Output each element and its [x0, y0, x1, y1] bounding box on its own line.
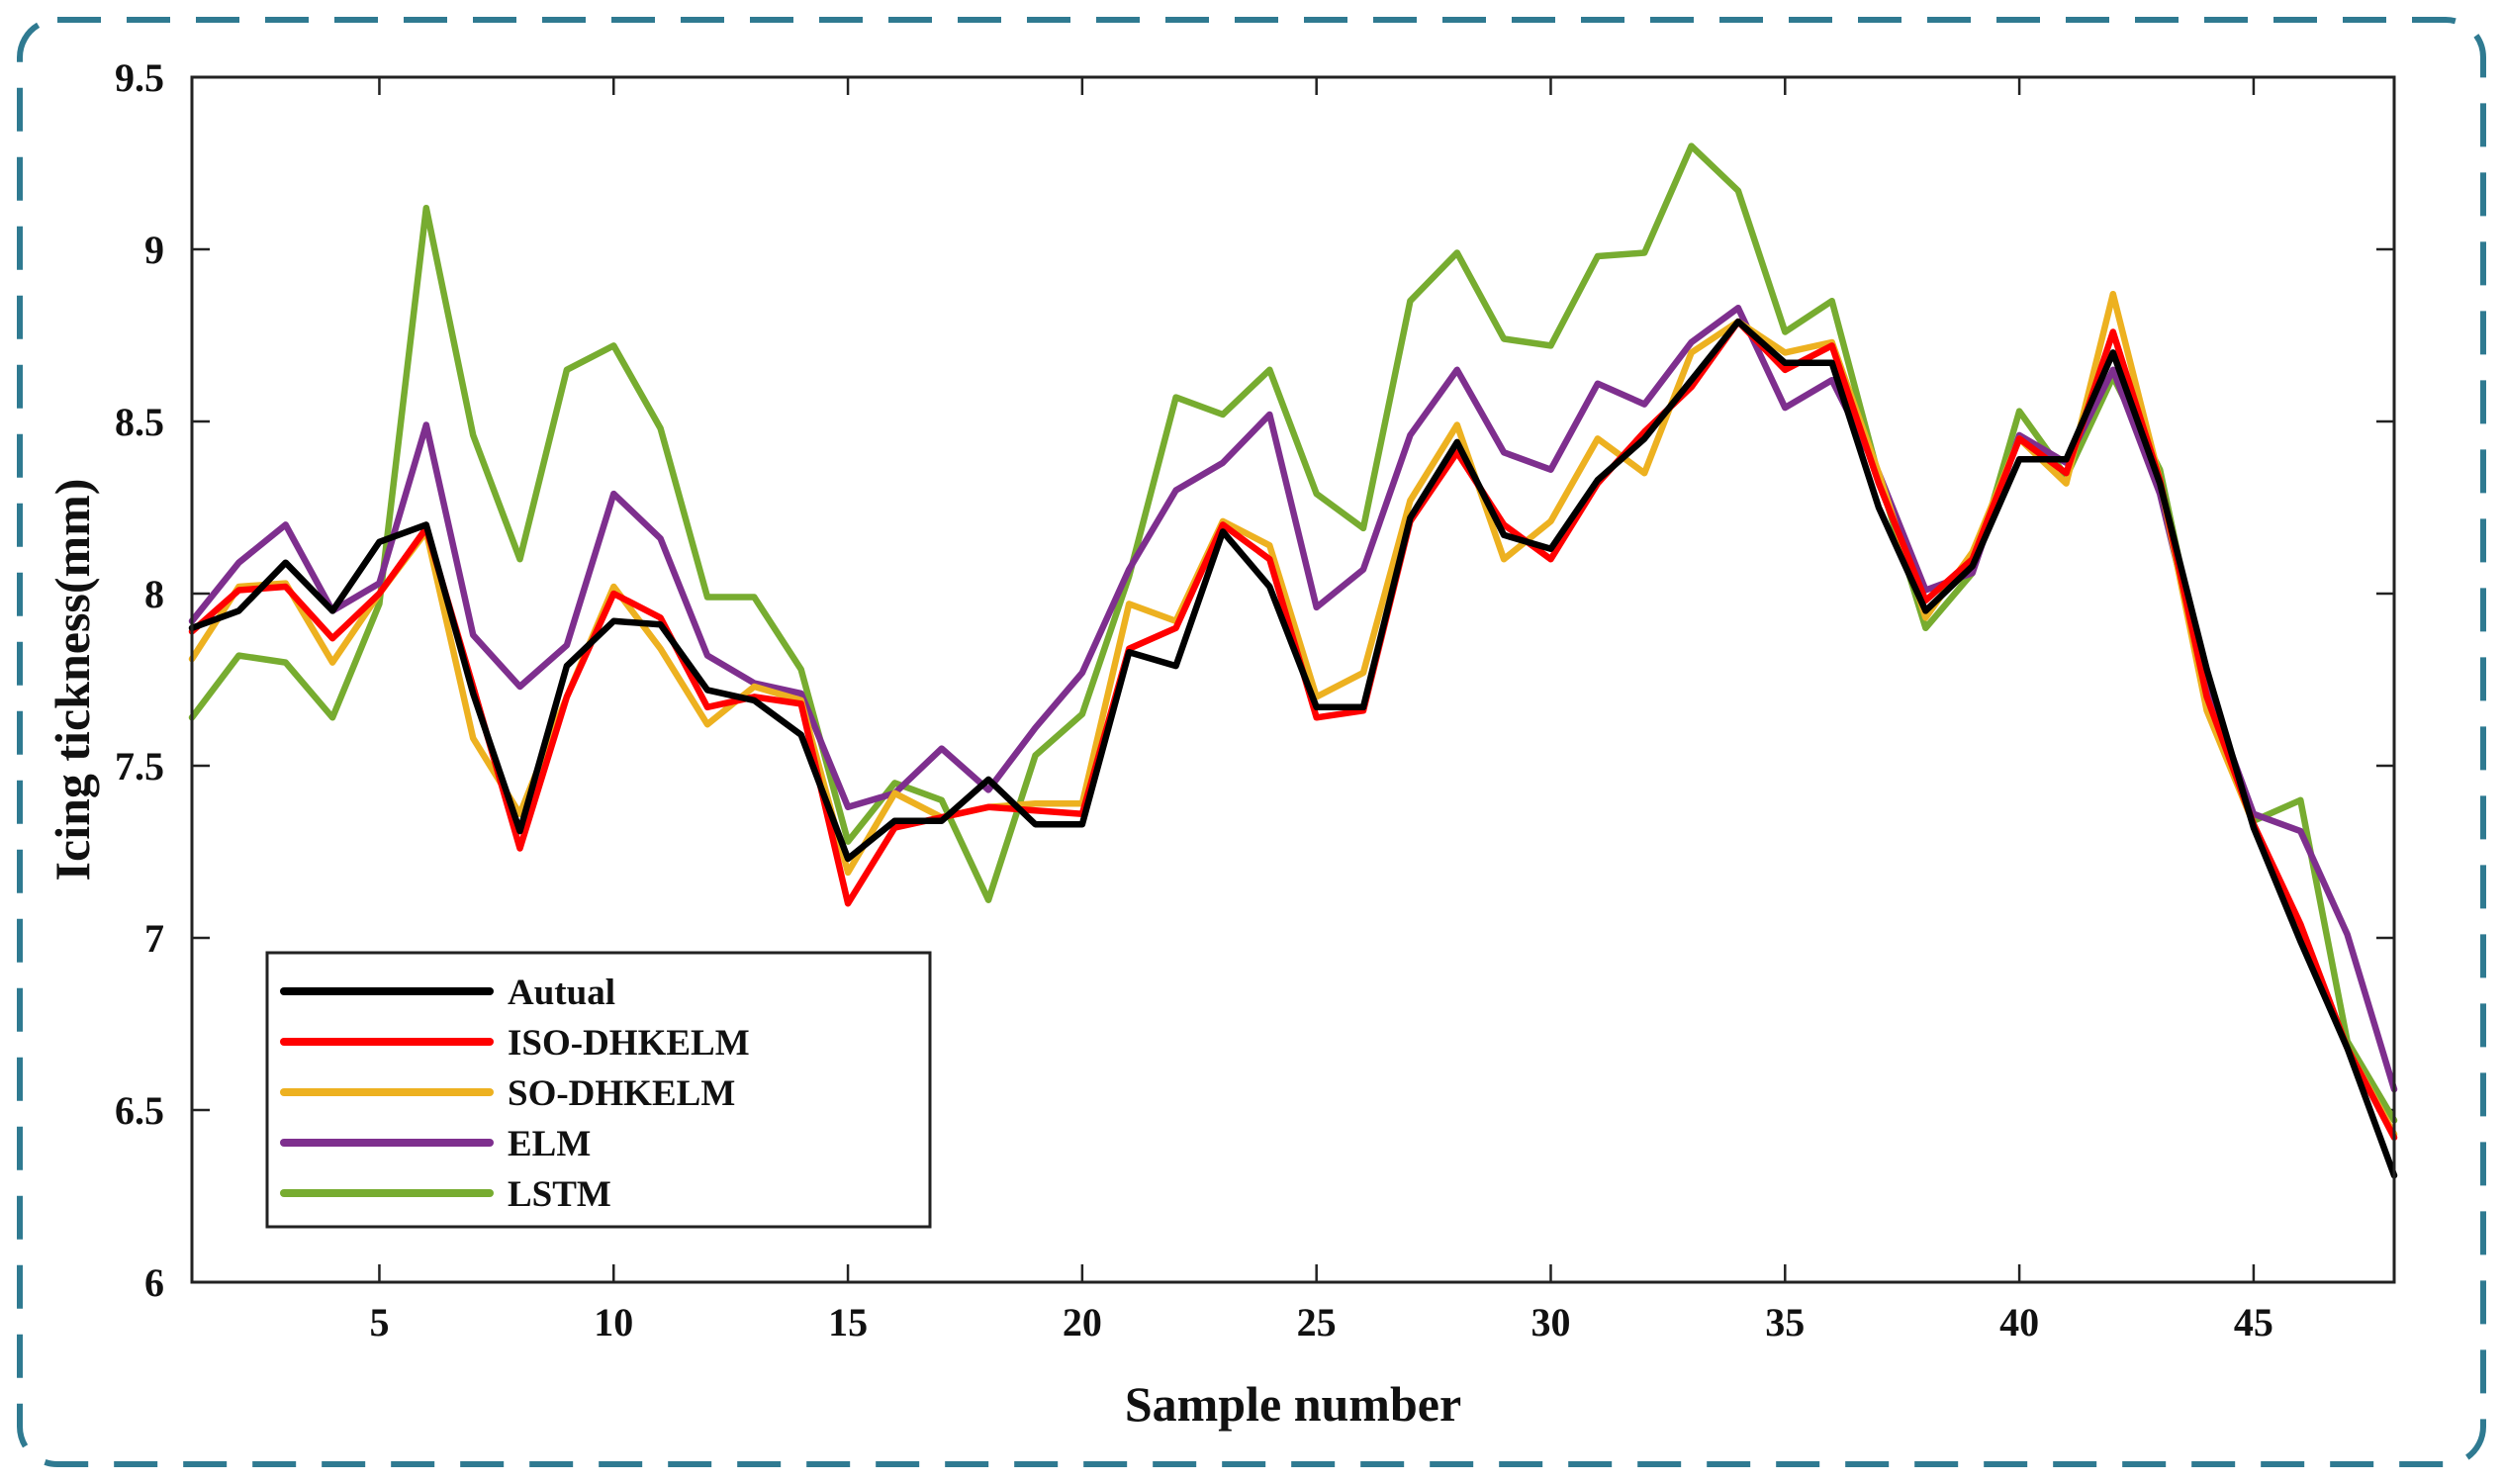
x-tick-label: 40: [1999, 1300, 2039, 1345]
y-tick-label: 6.5: [115, 1088, 164, 1133]
series-line-elm: [188, 304, 2398, 1093]
y-tick-label: 7: [144, 916, 164, 961]
y-tick-label: 7.5: [115, 744, 164, 788]
y-tick-label: 8.5: [115, 400, 164, 444]
x-tick-label: 25: [1297, 1300, 1337, 1345]
dashed-border: [17, 17, 2486, 1467]
y-tick-label: 8: [144, 572, 164, 616]
legend-label-iso-dhkelm: ISO-DHKELM: [508, 1023, 750, 1064]
x-tick-label: 20: [1063, 1300, 1102, 1345]
x-tick-label: 10: [594, 1300, 633, 1345]
series-line-lstm: [188, 142, 2398, 1124]
legend-label-elm: ELM: [508, 1124, 591, 1164]
x-tick-label: 5: [369, 1300, 389, 1345]
x-tick-label: 15: [828, 1300, 868, 1345]
series-line-autual: [188, 318, 2398, 1179]
legend-label-so-dhkelm: SO-DHKELM: [508, 1073, 735, 1114]
x-tick-label: 35: [1765, 1300, 1805, 1345]
y-tick-label: 6: [144, 1260, 164, 1305]
legend-label-autual: Autual: [508, 973, 615, 1013]
tick-labels: 5 10 15 20 25 30 35 40 45 6 6.5 7 7.5 8 8.5 9 9.5: [115, 55, 2273, 1345]
legend: Autual ISO-DHKELM SO-DHKELM ELM LSTM: [265, 951, 932, 1229]
x-axis-title: Sample number: [1125, 1376, 1461, 1432]
x-tick-label: 45: [2234, 1300, 2273, 1345]
plot-frame: [190, 75, 2396, 1284]
y-tick-label: 9.5: [115, 55, 164, 100]
series-lines: [188, 142, 2398, 1179]
legend-label-lstm: LSTM: [508, 1174, 611, 1215]
y-axis-title: Icing tickness(mm): [45, 479, 100, 881]
x-tick-label: 30: [1530, 1300, 1570, 1345]
y-tick-label: 9: [144, 228, 164, 272]
